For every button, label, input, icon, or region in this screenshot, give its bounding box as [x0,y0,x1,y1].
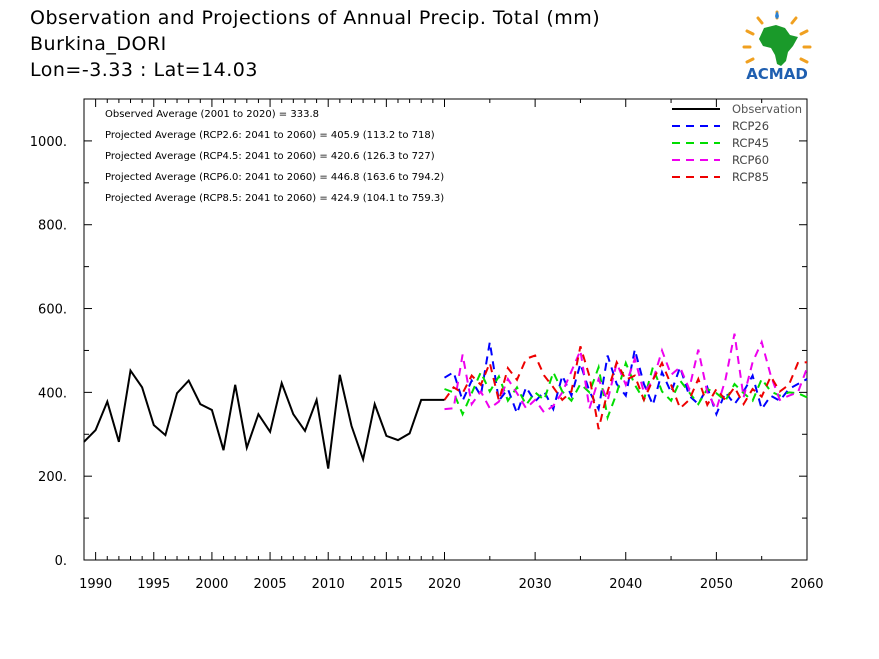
annotation-rcp45-average: Projected Average (RCP4.5: 2041 to 2060)… [105,151,435,162]
series-line-rcp60 [444,333,808,414]
africa-map-logo-icon: ACMAD [742,10,812,83]
x-tick-label: 1990 [79,577,112,592]
y-tick-label: 400. [38,386,67,401]
annotations: Observed Average (2001 to 2020) = 333.8 … [105,109,444,204]
series-line-rcp85 [443,346,808,430]
y-axis-tick-labels: 0. 200. 400. 600. 800. 1000. [30,135,67,569]
x-tick-label: 2040 [609,577,642,592]
x-axis-tick-labels: 1990 1995 2000 2005 2010 2015 2020 2030 2040 2050… [79,577,823,592]
tick-marks [84,98,808,561]
plot-frame [83,98,808,561]
y-tick-label: 1000. [30,135,67,150]
x-tick-label: 2060 [790,577,823,592]
legend-label-rcp26: RCP26 [732,119,769,133]
x-tick-label: 2010 [312,577,345,592]
x-tick-label: 2020 [428,577,461,592]
annotation-rcp26-average: Projected Average (RCP2.6: 2041 to 2060)… [105,130,435,141]
legend: Observation RCP26 RCP45 RCP60 RCP85 [672,102,802,184]
x-tick-label: 2050 [700,577,733,592]
logo-text: ACMAD [746,65,808,83]
y-tick-label: 600. [38,303,67,318]
x-tick-label: 2000 [195,577,228,592]
series-line-observation [83,367,445,469]
location-label: Burkina_DORI [30,33,167,55]
y-tick-label: 200. [38,470,67,485]
x-tick-label: 2005 [254,577,287,592]
annotation-observed-average: Observed Average (2001 to 2020) = 333.8 [105,109,319,120]
annotation-rcp60-average: Projected Average (RCP6.0: 2041 to 2060)… [105,172,444,183]
x-tick-label: 2015 [370,577,403,592]
legend-label-rcp85: RCP85 [732,170,769,184]
annotation-rcp85-average: Projected Average (RCP8.5: 2041 to 2060)… [105,193,444,204]
legend-label-rcp60: RCP60 [732,153,769,167]
chart-title: Observation and Projections of Annual Pr… [30,7,601,29]
series-line-rcp45 [444,360,808,422]
series-lines [83,333,808,469]
acmad-logo: ACMAD [736,8,818,84]
x-tick-label: 2030 [519,577,552,592]
legend-label-rcp45: RCP45 [732,136,769,150]
legend-label-observation: Observation [732,102,802,116]
y-tick-label: 800. [38,219,67,234]
x-tick-label: 1995 [137,577,170,592]
series-line-rcp26 [443,341,808,418]
y-tick-label: 0. [55,554,67,569]
coordinates-label: Lon=-3.33 : Lat=14.03 [30,59,258,81]
